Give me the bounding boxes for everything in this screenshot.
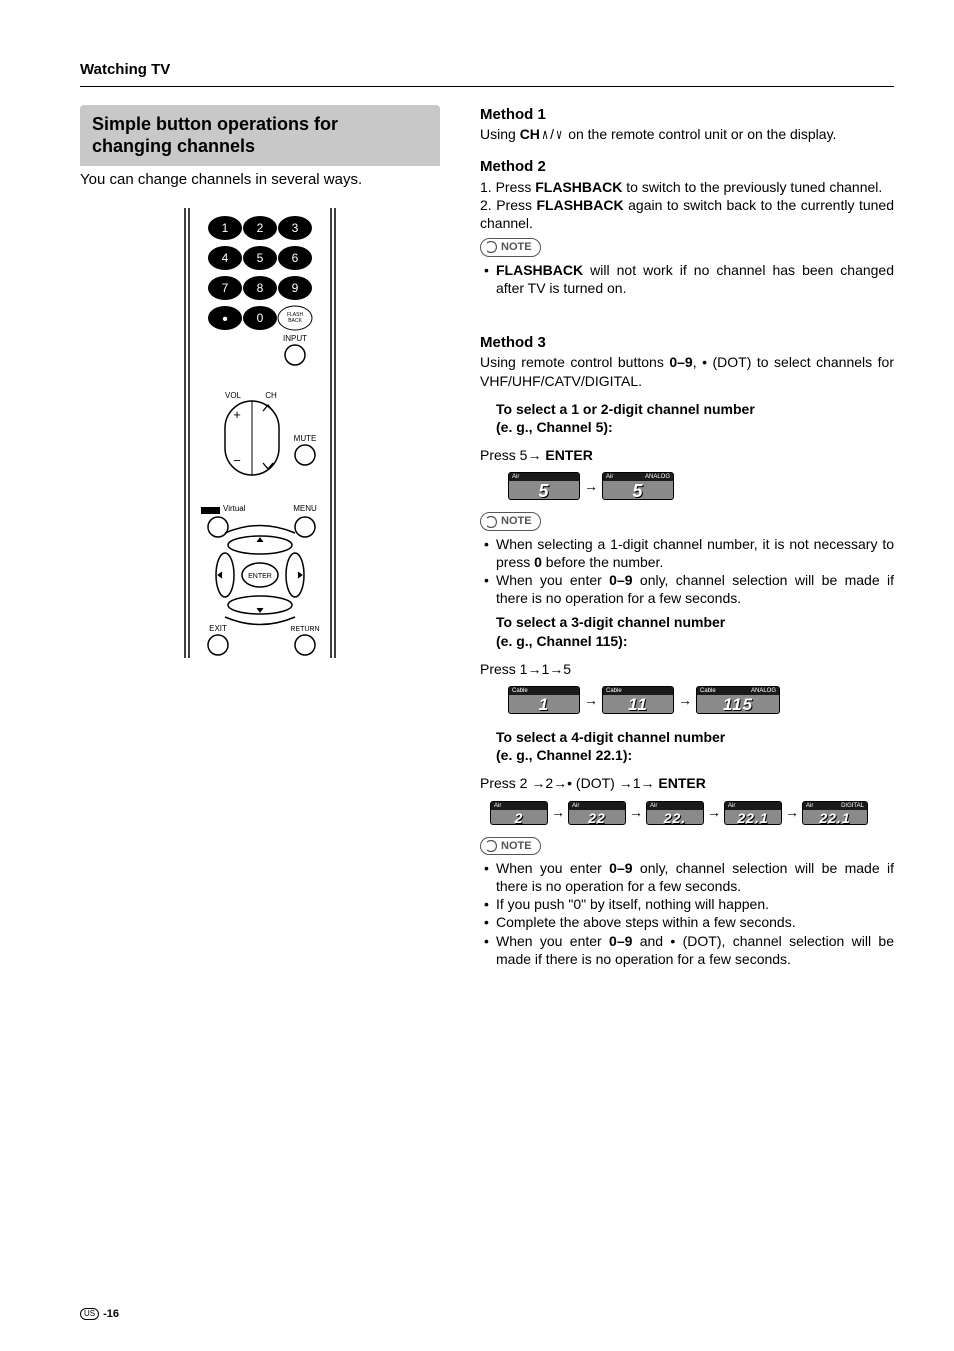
arrow-icon: → [584,691,598,709]
press-12: Press 5→ ENTER [480,446,894,464]
channel-box: CableANALOG115 [696,686,780,714]
arrow-icon: → [678,691,692,709]
svg-text:4: 4 [222,251,229,265]
right-column: Method 1 Using CH∧/∨ on the remote contr… [480,105,894,974]
sub4-l2: (e. g., Channel 22.1): [496,746,894,764]
note-item: When you enter 0–9 only, channel selecti… [484,571,894,607]
channel-box: AirDIGITAL22.1 [802,801,868,825]
channel-box: Air2 [490,801,548,825]
note-item: Complete the above steps within a few se… [484,913,894,931]
channel-box: Air22. [646,801,704,825]
left-column: Simple button operations for changing ch… [80,105,440,974]
svg-text:EXIT: EXIT [209,624,227,633]
page-footer: US -16 [80,1307,119,1321]
method2-line2: 2. Press FLASHBACK again to switch back … [480,196,894,232]
svg-text:7: 7 [222,281,229,295]
sub12-l1: To select a 1 or 2-digit channel number [496,400,894,418]
svg-text:5: 5 [257,251,264,265]
arrow-icon: → [551,803,565,821]
m1-bold: CH [520,126,540,142]
svg-text:CH: CH [265,391,277,400]
chan-row-3: Cable1→Cable11→CableANALOG115 [480,686,894,714]
page-title: Watching TV [80,60,894,80]
svg-text:•: • [222,311,228,328]
svg-text:MUTE: MUTE [294,434,317,443]
footer-page: -16 [103,1307,119,1321]
svg-text:3: 3 [292,221,299,235]
svg-text:Virtual: Virtual [223,504,246,513]
note-item: When selecting a 1-digit channel number,… [484,535,894,571]
m1-post: on the remote control unit or on the dis… [564,126,836,142]
svg-text:0: 0 [257,311,264,325]
chan-row-4: Air2→Air22→Air22.→Air22.1→AirDIGITAL22.1 [480,801,894,825]
sub4-l1: To select a 4-digit channel number [496,728,894,746]
channel-box: Air5 [508,472,580,500]
note-item: If you push "0" by itself, nothing will … [484,895,894,913]
footer-region: US [80,1308,99,1320]
method2-line1: 1. Press FLASHBACK to switch to the prev… [480,178,894,196]
remote-illustration: 123 456 789 •0 FLASH BACK INPUT VOL CH +… [80,203,440,667]
note4-list: When you enter 0–9 only, channel selecti… [480,859,894,968]
note-item: When you enter 0–9 only, channel selecti… [484,859,894,895]
arrow-icon: → [584,477,598,495]
svg-text:9: 9 [292,281,299,295]
svg-text:ENTER: ENTER [248,573,272,580]
m1-pre: Using [480,126,520,142]
heading-line1: Simple button operations for [92,114,338,134]
sub3-l1: To select a 3-digit channel number [496,613,894,631]
note-badge: NOTE [480,238,541,256]
svg-text:6: 6 [292,251,299,265]
press-4: Press 2 →2→• (DOT) →1→ ENTER [480,774,894,792]
svg-text:2: 2 [257,221,264,235]
sub12-l2: (e. g., Channel 5): [496,418,894,436]
note-badge-2: NOTE [480,512,541,530]
svg-text:8: 8 [257,281,264,295]
method1-body: Using CH∧/∨ on the remote control unit o… [480,125,894,143]
svg-text:1: 1 [222,221,229,235]
channel-box: AirANALOG5 [602,472,674,500]
press-3: Press 1→1→5 [480,660,894,678]
section-intro: You can change channels in several ways. [80,170,440,190]
note12-list: When selecting a 1-digit channel number,… [480,535,894,608]
method3-title: Method 3 [480,333,894,353]
note-item: When you enter 0–9 and • (DOT), channel … [484,932,894,968]
svg-text:INPUT: INPUT [283,334,307,343]
chan-row-12: Air5→AirANALOG5 [480,472,894,500]
svg-text:MENU: MENU [293,504,317,513]
heading-line2: changing channels [92,136,255,156]
method1-title: Method 1 [480,105,894,125]
method3-intro: Using remote control buttons 0–9, • (DOT… [480,353,894,389]
method2-title: Method 2 [480,157,894,177]
channel-box: Air22 [568,801,626,825]
svg-text:+: + [233,407,241,422]
arrow-icon: → [629,803,643,821]
sub3-l2: (e. g., Channel 115): [496,632,894,650]
channel-box: Cable1 [508,686,580,714]
method2-note: FLASHBACK will not work if no channel ha… [480,261,894,297]
channel-box: Air22.1 [724,801,782,825]
svg-text:VOL: VOL [225,391,242,400]
section-heading: Simple button operations for changing ch… [80,105,440,166]
divider [80,86,894,87]
note-badge-3: NOTE [480,837,541,855]
svg-text:BACK: BACK [288,318,302,324]
channel-box: Cable11 [602,686,674,714]
svg-text:RETURN: RETURN [290,626,319,633]
arrow-icon: → [707,803,721,821]
svg-text:−: − [233,453,241,468]
arrow-icon: → [785,803,799,821]
